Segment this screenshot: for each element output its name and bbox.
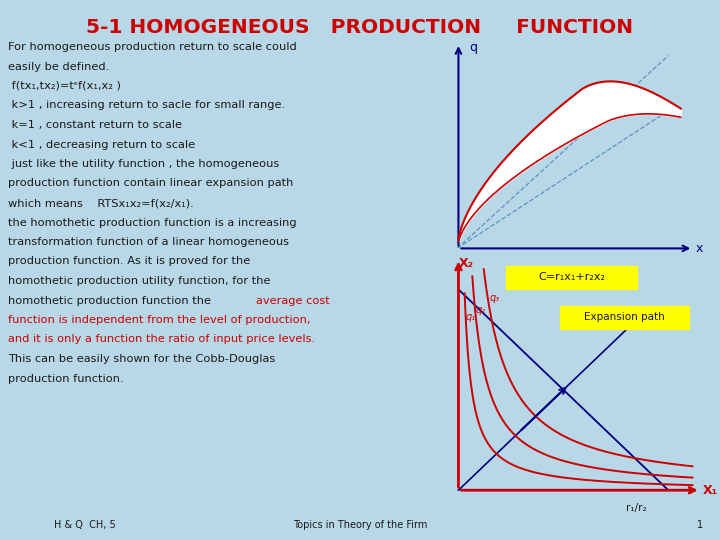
Text: r₁/r₂: r₁/r₂	[626, 503, 647, 514]
Text: and it is only a function the ratio of input price levels.: and it is only a function the ratio of i…	[8, 334, 315, 345]
Text: easily be defined.: easily be defined.	[8, 62, 109, 71]
Text: Topics in Theory of the Firm: Topics in Theory of the Firm	[293, 520, 427, 530]
Text: average cost: average cost	[256, 295, 330, 306]
Text: q₂: q₂	[476, 305, 486, 315]
Text: This can be easily shown for the Cobb-Douglas: This can be easily shown for the Cobb-Do…	[8, 354, 275, 364]
FancyBboxPatch shape	[505, 266, 637, 289]
Text: f(tx₁,tx₂)=tᵋf(x₁,x₂ ): f(tx₁,tx₂)=tᵋf(x₁,x₂ )	[8, 81, 121, 91]
Text: production function.: production function.	[8, 374, 124, 383]
Text: C=r₁x₁+r₂x₂: C=r₁x₁+r₂x₂	[538, 272, 605, 282]
Text: k<1 , decreasing return to scale: k<1 , decreasing return to scale	[8, 139, 195, 150]
Text: q₁: q₁	[466, 312, 476, 322]
FancyBboxPatch shape	[560, 306, 690, 329]
Text: Expansion path: Expansion path	[585, 312, 665, 322]
Text: 5-1 HOMOGENEOUS   PRODUCTION     FUNCTION: 5-1 HOMOGENEOUS PRODUCTION FUNCTION	[86, 18, 634, 37]
Text: which means    RTSx₁x₂=f(x₂/x₁).: which means RTSx₁x₂=f(x₂/x₁).	[8, 198, 194, 208]
Text: q₃: q₃	[490, 293, 500, 303]
Text: function is independent from the level of production,: function is independent from the level o…	[8, 315, 310, 325]
Text: X₂: X₂	[459, 258, 474, 271]
Text: k>1 , increasing return to sacle for small range.: k>1 , increasing return to sacle for sma…	[8, 100, 285, 111]
Text: 1: 1	[697, 520, 703, 530]
Text: x: x	[696, 242, 703, 255]
Text: production function. As it is proved for the: production function. As it is proved for…	[8, 256, 251, 267]
Text: just like the utility function , the homogeneous: just like the utility function , the hom…	[8, 159, 279, 169]
Text: X₁: X₁	[703, 484, 719, 497]
Text: transformation function of a linear homogeneous: transformation function of a linear homo…	[8, 237, 289, 247]
Text: homothetic production utility function, for the: homothetic production utility function, …	[8, 276, 271, 286]
Text: H & Q  CH, 5: H & Q CH, 5	[54, 520, 116, 530]
Text: q: q	[469, 41, 477, 54]
Text: the homothetic production function is a increasing: the homothetic production function is a …	[8, 218, 297, 227]
Text: For homogeneous production return to scale could: For homogeneous production return to sca…	[8, 42, 297, 52]
Text: production function contain linear expansion path: production function contain linear expan…	[8, 179, 293, 188]
Text: homothetic production function the: homothetic production function the	[8, 295, 215, 306]
Text: k=1 , constant return to scale: k=1 , constant return to scale	[8, 120, 182, 130]
